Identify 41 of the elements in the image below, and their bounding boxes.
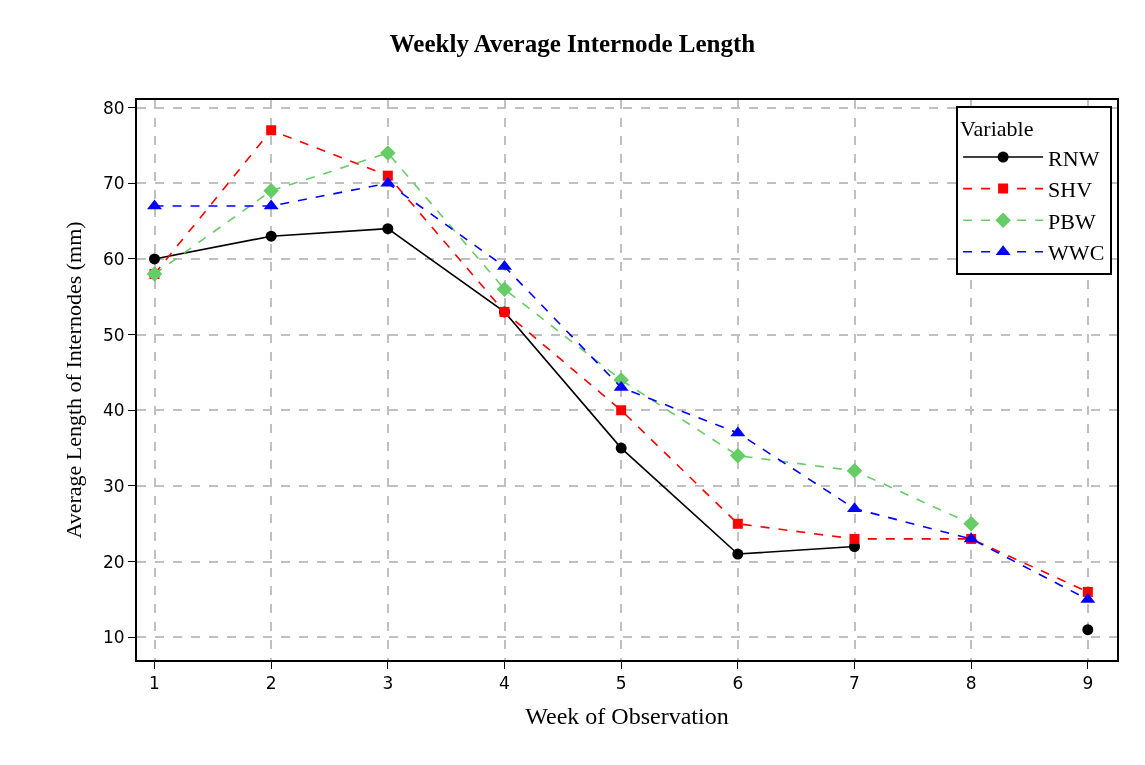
point [730,447,746,464]
y-tick-label: 30 [102,475,125,496]
legend-label: PBW [1048,208,1097,234]
x-tick-label: 3 [382,673,394,694]
x-tick-label: 9 [1082,673,1094,694]
x-tick-label: 5 [615,673,627,694]
y-tick-label: 20 [102,551,125,572]
point [846,463,863,479]
legend-label: WWC [1048,240,1105,266]
point [266,125,277,136]
y-tick-label: 10 [102,627,125,648]
x-tick-label: 1 [149,673,160,694]
legend-label: RNW [1048,145,1100,171]
point [732,548,744,560]
point [849,533,860,544]
point [963,515,979,532]
y-tick-label: 60 [102,248,125,269]
point [1082,624,1094,636]
legend-title: Variable [960,116,1034,142]
point [616,405,627,416]
y-tick-label: 50 [102,324,125,345]
y-tick-label: 40 [102,400,125,421]
x-tick-label: 4 [499,673,510,694]
x-axis-title: Week of Observation [525,703,729,730]
y-tick-label: 70 [102,173,125,194]
point [382,223,394,235]
legend-label: SHV [1048,177,1093,203]
point [263,183,279,199]
point [265,230,277,242]
point [496,281,513,297]
x-tick-label: 6 [732,673,744,694]
chart-title: Weekly Average Internode Length [389,29,756,57]
point [615,442,627,454]
point [149,253,160,265]
y-axis-title: Average Length of Internodes (mm) [61,221,87,539]
point [380,145,396,161]
x-tick-label: 7 [849,673,860,694]
x-tick-label: 2 [265,673,277,694]
y-tick-label: 80 [102,97,125,118]
point [732,518,743,529]
x-tick-label: 8 [965,673,977,694]
